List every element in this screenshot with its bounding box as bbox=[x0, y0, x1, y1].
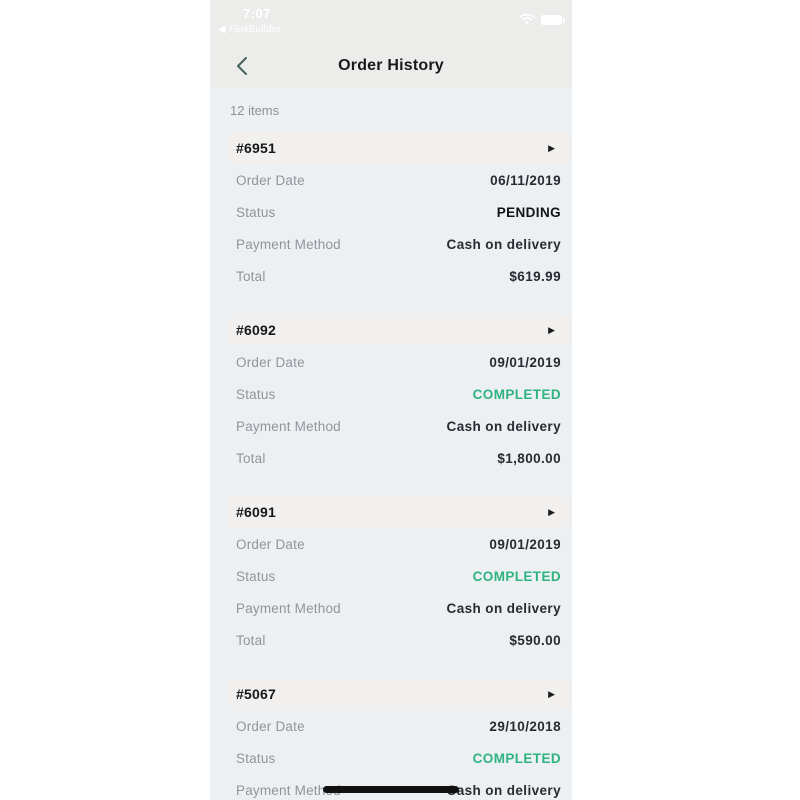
expand-arrow-icon[interactable]: ▶ bbox=[548, 506, 555, 517]
payment-method-row: Payment Method Cash on delivery bbox=[228, 592, 569, 624]
status-time: 7:07 bbox=[242, 6, 272, 21]
back-button[interactable] bbox=[226, 50, 258, 82]
total-value: $619.99 bbox=[509, 268, 561, 284]
order-id: #6091 bbox=[236, 504, 276, 520]
order-date-value: 09/01/2019 bbox=[489, 354, 561, 370]
order-status-row: Status COMPLETED bbox=[228, 742, 569, 774]
order-status-value: COMPLETED bbox=[472, 386, 561, 402]
order-date-value: 29/10/2018 bbox=[489, 718, 561, 734]
payment-method-value: Cash on delivery bbox=[446, 600, 561, 616]
order-date-row: Order Date 06/11/2019 bbox=[228, 164, 569, 196]
row-label: Status bbox=[236, 750, 276, 766]
back-to-app-breadcrumb[interactable]: ◀ FluxBuilder bbox=[218, 24, 282, 35]
row-label: Total bbox=[236, 450, 266, 466]
order-date-value: 06/11/2019 bbox=[490, 172, 561, 188]
order-date-row: Order Date 09/01/2019 bbox=[228, 346, 569, 378]
row-label: Status bbox=[236, 568, 276, 584]
row-label: Total bbox=[236, 632, 266, 648]
order-id: #6951 bbox=[236, 140, 276, 156]
top-bar: 7:07 ◀ FluxBuilder Order History bbox=[210, 0, 572, 88]
battery-icon bbox=[541, 15, 565, 25]
payment-method-row: Payment Method Cash on delivery bbox=[228, 410, 569, 442]
expand-arrow-icon[interactable]: ▶ bbox=[548, 688, 555, 699]
order-list: 12 items #6951 ▶ Order Date 06/11/2019 S… bbox=[210, 88, 572, 800]
order-status-value: COMPLETED bbox=[472, 750, 561, 766]
phone-screen: 7:07 ◀ FluxBuilder Order History bbox=[210, 0, 572, 800]
row-label: Order Date bbox=[236, 718, 305, 734]
order-card: #6951 ▶ Order Date 06/11/2019 Status PEN… bbox=[228, 132, 569, 292]
order-date-row: Order Date 29/10/2018 bbox=[228, 710, 569, 742]
order-status-row: Status COMPLETED bbox=[228, 560, 569, 592]
row-label: Payment Method bbox=[236, 236, 341, 252]
order-card: #6092 ▶ Order Date 09/01/2019 Status COM… bbox=[228, 314, 569, 474]
row-label: Status bbox=[236, 386, 276, 402]
total-value: $1,800.00 bbox=[497, 450, 561, 466]
payment-method-row: Payment Method Cash on delivery bbox=[228, 228, 569, 260]
order-id: #6092 bbox=[236, 322, 276, 338]
page-title: Order History bbox=[338, 57, 444, 74]
order-header[interactable]: #5067 ▶ bbox=[228, 678, 569, 710]
order-status-value: PENDING bbox=[496, 204, 561, 220]
total-value: $590.00 bbox=[509, 632, 561, 648]
payment-method-value: Cash on delivery bbox=[446, 782, 561, 798]
order-header[interactable]: #6092 ▶ bbox=[228, 314, 569, 346]
order-date-row: Order Date 09/01/2019 bbox=[228, 528, 569, 560]
total-row: Total $1,800.00 bbox=[228, 442, 569, 474]
total-row: Total $590.00 bbox=[228, 624, 569, 656]
order-card: #5067 ▶ Order Date 29/10/2018 Status COM… bbox=[228, 678, 569, 800]
order-header[interactable]: #6091 ▶ bbox=[228, 496, 569, 528]
chevron-left-icon bbox=[237, 57, 247, 75]
order-card: #6091 ▶ Order Date 09/01/2019 Status COM… bbox=[228, 496, 569, 656]
items-count: 12 items bbox=[230, 103, 280, 118]
row-label: Order Date bbox=[236, 354, 305, 370]
order-id: #5067 bbox=[236, 686, 276, 702]
status-bar: 7:07 ◀ FluxBuilder bbox=[210, 0, 572, 44]
payment-method-value: Cash on delivery bbox=[446, 236, 561, 252]
home-indicator[interactable] bbox=[323, 786, 459, 793]
order-status-value: COMPLETED bbox=[472, 568, 561, 584]
payment-method-row: Payment Method Cash on delivery bbox=[228, 774, 569, 800]
total-row: Total $619.99 bbox=[228, 260, 569, 292]
row-label: Payment Method bbox=[236, 782, 341, 798]
row-label: Payment Method bbox=[236, 418, 341, 434]
order-header[interactable]: #6951 ▶ bbox=[228, 132, 569, 164]
expand-arrow-icon[interactable]: ▶ bbox=[548, 324, 555, 335]
order-status-row: Status PENDING bbox=[228, 196, 569, 228]
row-label: Payment Method bbox=[236, 600, 341, 616]
expand-arrow-icon[interactable]: ▶ bbox=[548, 142, 555, 153]
row-label: Order Date bbox=[236, 536, 305, 552]
order-date-value: 09/01/2019 bbox=[489, 536, 561, 552]
payment-method-value: Cash on delivery bbox=[446, 418, 561, 434]
row-label: Order Date bbox=[236, 172, 305, 188]
row-label: Status bbox=[236, 204, 276, 220]
wifi-icon bbox=[519, 13, 535, 25]
row-label: Total bbox=[236, 268, 266, 284]
nav-bar: Order History bbox=[210, 44, 572, 88]
order-status-row: Status COMPLETED bbox=[228, 378, 569, 410]
